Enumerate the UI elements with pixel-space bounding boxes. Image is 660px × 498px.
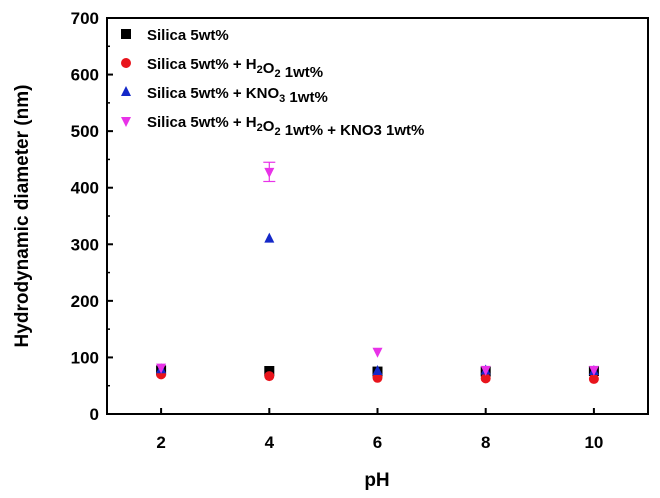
x-tick-label: 8 <box>481 433 490 452</box>
legend-item: Silica 5wt% + KNO3 1wt% <box>121 85 328 106</box>
series-4 <box>156 161 599 376</box>
legend-item: Silica 5wt% + H2O2 1wt% + KNO3 1wt% <box>121 114 424 139</box>
x-axis: 2 4 6 8 10 <box>156 408 603 452</box>
legend-marker <box>121 58 131 68</box>
y-tick-label: 100 <box>71 348 99 367</box>
data-points <box>156 161 599 384</box>
x-tick-label: 6 <box>373 433 382 452</box>
y-tick-label: 0 <box>90 405 99 424</box>
data-point <box>264 371 275 382</box>
legend-marker <box>121 117 131 127</box>
data-point <box>372 372 383 383</box>
legend-item: Silica 5wt% <box>121 27 229 44</box>
data-point <box>588 373 599 384</box>
legend-marker <box>121 29 131 39</box>
data-point <box>156 363 167 374</box>
legend-label: Silica 5wt% + H2O2 1wt% <box>147 56 323 81</box>
x-tick-label: 4 <box>265 433 275 452</box>
data-point <box>480 365 491 376</box>
data-point <box>372 365 383 376</box>
legend-label: Silica 5wt% <box>147 27 229 44</box>
legend-label: Silica 5wt% + H2O2 1wt% + KNO3 1wt% <box>147 114 424 139</box>
legend: Silica 5wt% Silica 5wt% + H2O2 1wt% Silica… <box>121 27 424 139</box>
legend-label: Silica 5wt% + KNO3 1wt% <box>147 85 328 106</box>
data-point <box>372 347 383 358</box>
y-axis-title: Hydrodynamic diameter (nm) <box>12 85 33 348</box>
legend-item: Silica 5wt% + H2O2 1wt% <box>121 56 323 81</box>
x-tick-label: 2 <box>156 433 165 452</box>
data-point <box>264 167 275 178</box>
x-tick-label: 10 <box>584 433 603 452</box>
data-point <box>264 366 275 377</box>
data-point <box>480 373 491 384</box>
y-tick-label: 200 <box>71 292 99 311</box>
series-2 <box>156 369 599 384</box>
y-tick-label: 400 <box>71 179 99 198</box>
legend-marker <box>121 86 131 96</box>
y-tick-label: 300 <box>71 235 99 254</box>
data-point <box>264 232 275 243</box>
y-axis: 0 100 200 300 400 500 600 700 <box>71 9 113 424</box>
y-tick-label: 600 <box>71 66 99 85</box>
y-tick-label: 700 <box>71 9 99 28</box>
x-axis-title: pH <box>364 470 389 491</box>
y-tick-label: 500 <box>71 122 99 141</box>
data-point <box>588 365 599 376</box>
